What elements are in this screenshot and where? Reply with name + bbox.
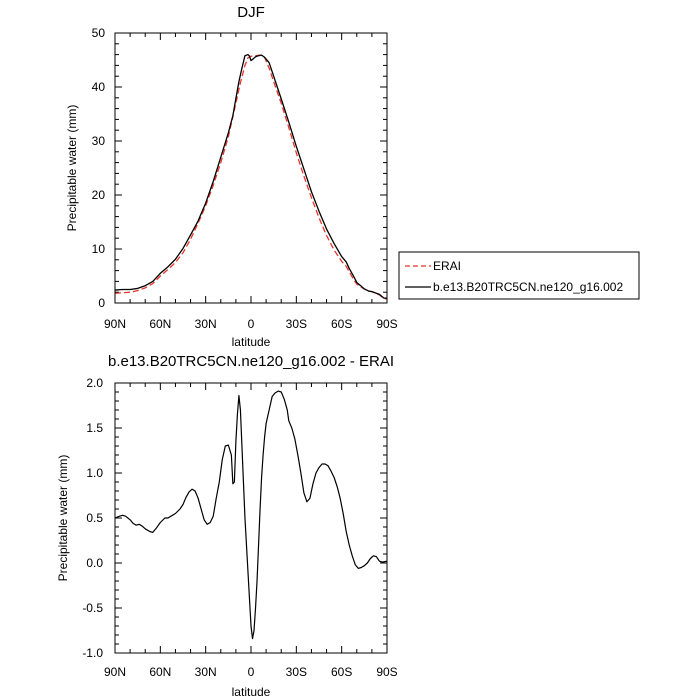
- bottom-ytick-label: -0.5: [82, 601, 103, 615]
- bottom-xtick-label: 60N: [149, 665, 171, 679]
- bottom-axes-frame: [114, 382, 388, 654]
- bottom-y-axis-label: Precipitable water (mm): [56, 455, 70, 582]
- bottom-ytick-label: 2.0: [86, 376, 103, 390]
- bottom-xtick-label: 90S: [376, 665, 397, 679]
- bottom-ytick-label: 1.5: [86, 421, 103, 435]
- top-series-erai: [114, 54, 387, 300]
- bottom-plot-area: [114, 382, 388, 654]
- top-xtick-label: 90N: [104, 317, 126, 331]
- bottom-ytick-label: 1.0: [86, 466, 103, 480]
- top-xtick-label: 60S: [331, 317, 352, 331]
- top-chart-title: DJF: [237, 4, 265, 21]
- top-plot-area: [114, 32, 388, 304]
- bottom-ytick-label: 0.0: [86, 556, 103, 570]
- top-ytick-label: 10: [92, 242, 106, 256]
- top-xtick-label: 60N: [149, 317, 171, 331]
- top-axes-frame: [114, 32, 388, 304]
- bottom-x-axis-label: latitude: [232, 685, 271, 699]
- bottom-series-group: [114, 390, 388, 640]
- bottom-xtick-label: 0: [248, 665, 255, 679]
- top-xtick-label: 0: [248, 317, 255, 331]
- bottom-x-tick-labels: 90N 60N 30N 0 30S 60S 90S: [104, 665, 398, 679]
- bottom-ticks: [114, 382, 388, 654]
- top-ytick-label: 20: [92, 188, 106, 202]
- top-xtick-label: 90S: [376, 317, 397, 331]
- legend: ERAI b.e13.B20TRC5CN.ne120_g16.002: [398, 251, 640, 300]
- top-ytick-label: 30: [92, 134, 106, 148]
- top-ytick-label: 0: [98, 296, 105, 310]
- top-series-group: [114, 53, 387, 300]
- bottom-xtick-label: 30N: [195, 665, 217, 679]
- top-xtick-label: 30S: [286, 317, 307, 331]
- bottom-series-b-e13-b20trc5cn-ne120-g16-002-erai: [114, 390, 388, 640]
- top-series-b-e13-b20trc5cn-ne120-g16-002: [114, 53, 387, 299]
- legend-label-erai: ERAI: [433, 259, 461, 273]
- top-x-tick-labels: 90N 60N 30N 0 30S 60S 90S: [104, 317, 398, 331]
- bottom-y-tick-labels: -1.0 -0.5 0.0 0.5 1.0 1.5 2.0: [82, 376, 103, 660]
- top-y-tick-labels: 0 10 20 30 40 50: [92, 26, 106, 310]
- bottom-xtick-label: 60S: [331, 665, 352, 679]
- top-panel: DJF 0 10 20 30 40 50 90N 60N 30N 0 30S 60S 90S Prec…: [65, 4, 640, 349]
- bottom-xtick-label: 30S: [286, 665, 307, 679]
- bottom-panel: b.e13.B20TRC5CN.ne120_g16.002 - ERAI -1.…: [56, 353, 398, 699]
- bottom-xtick-label: 90N: [104, 665, 126, 679]
- top-x-axis-label: latitude: [232, 335, 271, 349]
- legend-box: [398, 251, 640, 300]
- legend-label-model: b.e13.B20TRC5CN.ne120_g16.002: [433, 280, 623, 294]
- bottom-ytick-label: -1.0: [82, 646, 103, 660]
- bottom-ytick-label: 0.5: [86, 511, 103, 525]
- top-xtick-label: 30N: [195, 317, 217, 331]
- top-ytick-label: 40: [92, 80, 106, 94]
- top-ytick-label: 50: [92, 26, 106, 40]
- top-y-axis-label: Precipitable water (mm): [65, 105, 79, 232]
- bottom-chart-title: b.e13.B20TRC5CN.ne120_g16.002 - ERAI: [108, 353, 394, 370]
